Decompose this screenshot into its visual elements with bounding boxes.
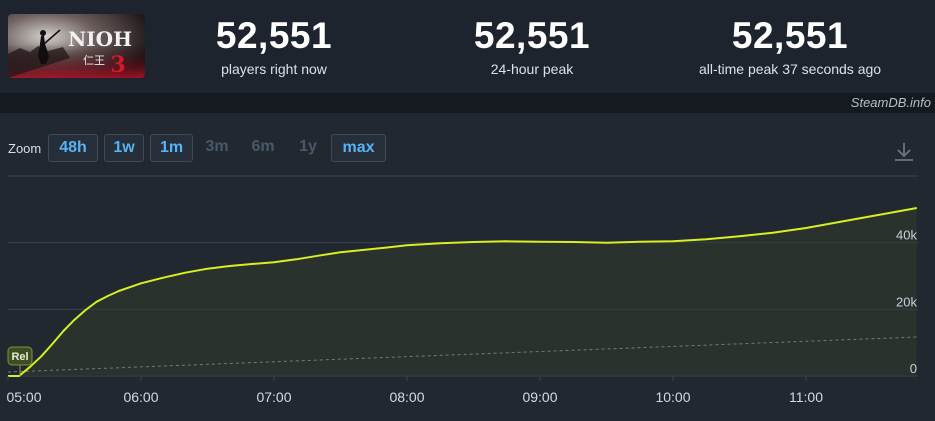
x-tick-label: 10:00 <box>655 389 690 405</box>
logo-text: NIOH <box>68 27 132 51</box>
zoom-3m-button: 3m <box>205 138 229 155</box>
release-marker-label: Rel <box>11 351 28 363</box>
zoom-label: Zoom <box>8 141 42 156</box>
zoom-max-button[interactable]: max <box>331 134 386 162</box>
zoom-48h-button[interactable]: 48h <box>48 134 98 162</box>
game-thumbnail[interactable]: NIOH 仁王 3 <box>8 14 145 78</box>
stat-24h-peak: 52,551 24-hour peak <box>452 15 612 78</box>
zoom-6m-button: 6m <box>251 138 275 155</box>
all-time-peak-value: 52,551 <box>731 15 849 56</box>
x-tick-label: 05:00 <box>6 389 41 405</box>
game-artwork: NIOH 仁王 3 <box>8 14 145 78</box>
all-time-peak-label: all-time peak 37 seconds ago <box>698 61 882 77</box>
x-tick-label: 08:00 <box>389 389 424 405</box>
zoom-1w-button[interactable]: 1w <box>104 134 144 162</box>
steamdb-brand-link[interactable]: SteamDB.info <box>850 95 931 110</box>
stats-header <box>0 0 935 93</box>
players-now-value: 52,551 <box>215 15 333 56</box>
peak-24h-label: 24-hour peak <box>490 61 574 77</box>
download-icon <box>895 143 913 161</box>
x-tick-label: 11:00 <box>789 389 823 405</box>
y-tick-label: 20k <box>896 294 917 309</box>
brand-bar <box>0 93 935 113</box>
logo-number: 3 <box>110 52 125 78</box>
x-tick-label: 06:00 <box>123 389 158 405</box>
players-area-fill <box>8 208 917 376</box>
x-tick-label: 07:00 <box>256 389 291 405</box>
zoom-1m-button[interactable]: 1m <box>150 134 193 162</box>
logo-subtext: 仁王 <box>83 54 105 67</box>
stat-players-now: 52,551 players right now <box>194 15 354 78</box>
y-tick-label: 40k <box>896 228 917 243</box>
download-button[interactable] <box>893 141 915 163</box>
release-marker-badge[interactable] <box>7 346 33 366</box>
players-series-line[interactable] <box>8 207 917 377</box>
peak-24h-value: 52,551 <box>473 15 591 56</box>
stat-all-time-peak: 52,551 all-time peak 37 seconds ago <box>680 15 900 78</box>
y-tick-label: 0 <box>910 361 917 376</box>
players-now-label: players right now <box>221 61 327 77</box>
secondary-series-line <box>7 336 917 373</box>
zoom-1y-button: 1y <box>299 138 317 155</box>
x-tick-label: 09:00 <box>522 389 557 405</box>
